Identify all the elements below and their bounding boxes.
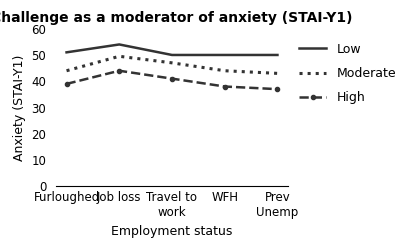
Line: Moderate: Moderate	[66, 56, 278, 73]
Moderate	[170, 61, 174, 64]
Moderate	[117, 55, 122, 58]
Low	[275, 54, 280, 56]
Title: Challenge as a moderator of anxiety (STAI-Y1): Challenge as a moderator of anxiety (STA…	[0, 11, 353, 25]
High	[222, 85, 227, 88]
High	[64, 82, 69, 85]
Low	[64, 51, 69, 54]
Line: Low: Low	[66, 44, 278, 55]
High	[275, 88, 280, 91]
Moderate	[64, 69, 69, 72]
Legend: Low, Moderate, High: Low, Moderate, High	[299, 43, 396, 104]
X-axis label: Employment status: Employment status	[111, 225, 233, 238]
Low	[170, 54, 174, 56]
Moderate	[222, 69, 227, 72]
Low	[222, 54, 227, 56]
High	[117, 69, 122, 72]
Y-axis label: Anxiety (STAI-Y1): Anxiety (STAI-Y1)	[13, 54, 26, 161]
High	[170, 77, 174, 80]
Low	[117, 43, 122, 46]
Line: High: High	[62, 67, 282, 93]
Moderate	[275, 72, 280, 75]
